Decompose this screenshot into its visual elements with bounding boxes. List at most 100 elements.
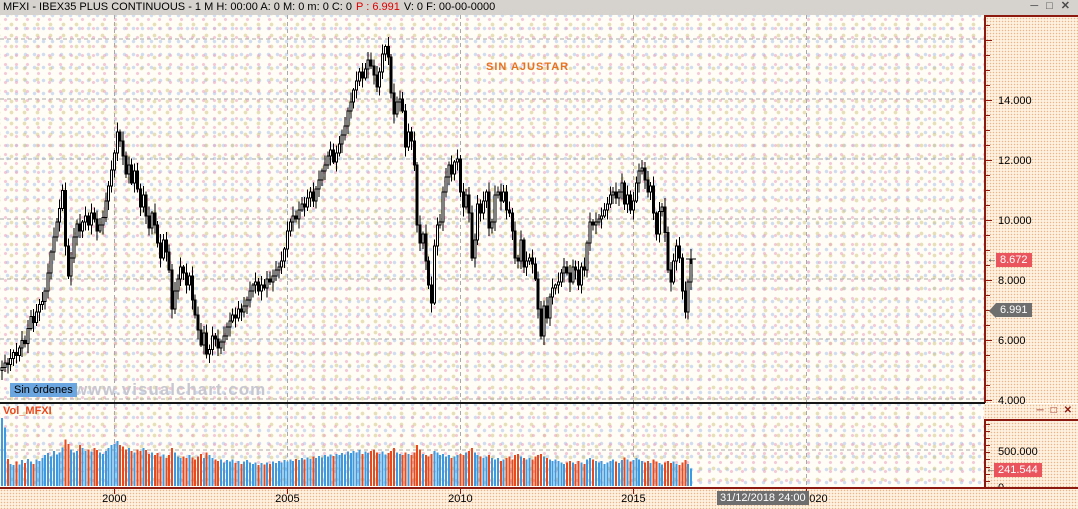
- volume-bar: [3, 427, 6, 486]
- volume-chart[interactable]: [0, 404, 984, 487]
- volume-bar: [652, 459, 655, 486]
- maximize-icon[interactable]: □: [1046, 0, 1053, 12]
- volume-bar: [29, 461, 32, 486]
- volume-bar: [473, 452, 476, 486]
- volume-bar: [107, 448, 110, 486]
- candle-down: [505, 191, 509, 211]
- candle-up: [101, 217, 105, 226]
- candle-up: [493, 194, 497, 223]
- volume-bar: [534, 456, 537, 486]
- candle-down: [262, 284, 266, 289]
- volume-bar: [130, 450, 133, 486]
- candle-down: [412, 140, 416, 166]
- candle-up: [98, 224, 102, 232]
- candle-down: [167, 251, 171, 271]
- minimize-icon[interactable]: ─: [1030, 0, 1039, 12]
- candle-up: [173, 290, 177, 310]
- price-axis-tick: [986, 340, 992, 341]
- volume-scale[interactable]: 500.0000241.544←: [984, 419, 1078, 494]
- candle-down: [124, 155, 128, 175]
- volume-bar: [266, 462, 269, 486]
- volume-axis[interactable]: ─ □ ✕ 500.0000241.544←: [984, 404, 1078, 494]
- candle-down: [170, 269, 174, 310]
- candle-up: [496, 191, 500, 196]
- candle-down: [565, 266, 569, 274]
- volume-bar: [243, 461, 246, 486]
- price-axis-tick: [986, 370, 990, 371]
- candle-down: [156, 224, 160, 244]
- volume-maximize-icon[interactable]: □: [1050, 405, 1057, 416]
- chart-titlebar[interactable]: MFXI - IBEX35 PLUS CONTINUOUS - 1 M H: 0…: [0, 0, 1078, 15]
- candle-up: [49, 251, 53, 274]
- volume-bar: [119, 445, 122, 486]
- price-axis[interactable]: 14.000 12.000 10.000 8.000 6.000 4.000 8.672 ← 6…: [984, 15, 1078, 407]
- volume-bar: [456, 455, 459, 486]
- candle-up: [277, 266, 281, 271]
- candle-up: [72, 236, 76, 259]
- volume-bar: [364, 451, 367, 486]
- candle-down: [530, 257, 534, 265]
- price-chart-area[interactable]: SIN AJUSTAR www.visualchart.com Sin órde…: [0, 15, 984, 403]
- candlestick-chart[interactable]: [0, 15, 984, 403]
- volume-bar: [563, 463, 566, 486]
- volume-bar: [194, 459, 197, 486]
- volume-bar: [321, 457, 324, 486]
- candle-down: [623, 182, 627, 205]
- candle-up: [453, 161, 457, 175]
- volume-minimize-icon[interactable]: ─: [1036, 405, 1044, 416]
- candle-up: [300, 203, 304, 211]
- price-axis-tick: [986, 175, 990, 176]
- price-axis-tick: [986, 130, 990, 131]
- close-icon[interactable]: ✕: [1060, 0, 1070, 12]
- volume-bar: [378, 453, 381, 486]
- volume-bar: [122, 446, 125, 486]
- volume-bar: [87, 449, 90, 486]
- volume-bar: [21, 460, 24, 486]
- price-axis-tick: [986, 145, 990, 146]
- volume-bar: [485, 456, 488, 486]
- candle-up: [528, 257, 532, 262]
- volume-bar: [519, 456, 522, 486]
- volume-bar: [300, 458, 303, 486]
- candle-up: [320, 170, 324, 181]
- volume-bar: [246, 460, 249, 486]
- volume-bar: [615, 461, 618, 486]
- volume-bar: [67, 443, 70, 486]
- time-axis-year-label: 2020: [803, 493, 828, 505]
- candle-up: [366, 59, 370, 70]
- volume-close-icon[interactable]: ✕: [1063, 405, 1072, 416]
- volume-bar: [404, 452, 407, 486]
- candle-down: [678, 245, 682, 259]
- titlebar-symbol-info: MFXI - IBEX35 PLUS CONTINUOUS - 1 M H: 0…: [3, 1, 353, 13]
- candle-down: [404, 110, 408, 148]
- candle-down: [66, 245, 70, 277]
- price-axis-tick: [986, 40, 992, 41]
- marker-arrow-icon: ←: [987, 253, 997, 265]
- candle-down: [663, 206, 667, 233]
- candle-up: [686, 281, 690, 313]
- volume-chart-area[interactable]: Vol_MFXI: [0, 404, 984, 487]
- candle-up: [326, 155, 330, 166]
- volume-bar: [381, 451, 384, 486]
- volume-bar: [323, 455, 326, 486]
- price-axis-tick: [986, 115, 990, 116]
- volume-bar: [401, 455, 404, 486]
- candle-down: [646, 179, 650, 193]
- volume-bar: [297, 460, 300, 486]
- candle-up: [435, 224, 439, 247]
- volume-bar: [257, 465, 260, 486]
- volume-axis-label: 500.000: [998, 446, 1038, 459]
- volume-bar: [574, 463, 577, 486]
- volume-bar: [413, 452, 416, 486]
- candle-up: [571, 266, 575, 283]
- volume-bar: [12, 465, 15, 486]
- price-axis-tick: [986, 400, 992, 401]
- volume-bar: [165, 458, 168, 486]
- time-axis[interactable]: 2000 2005 2010 2015 2020 31/12/2018 24:00: [0, 487, 1078, 509]
- volume-bar: [113, 443, 116, 486]
- panel-divider[interactable]: [0, 402, 985, 404]
- candle-up: [631, 200, 635, 211]
- titlebar-volume-date: V: 0 F: 00-00-0000: [403, 1, 496, 13]
- candle-down: [582, 266, 586, 271]
- volume-bar: [436, 452, 439, 486]
